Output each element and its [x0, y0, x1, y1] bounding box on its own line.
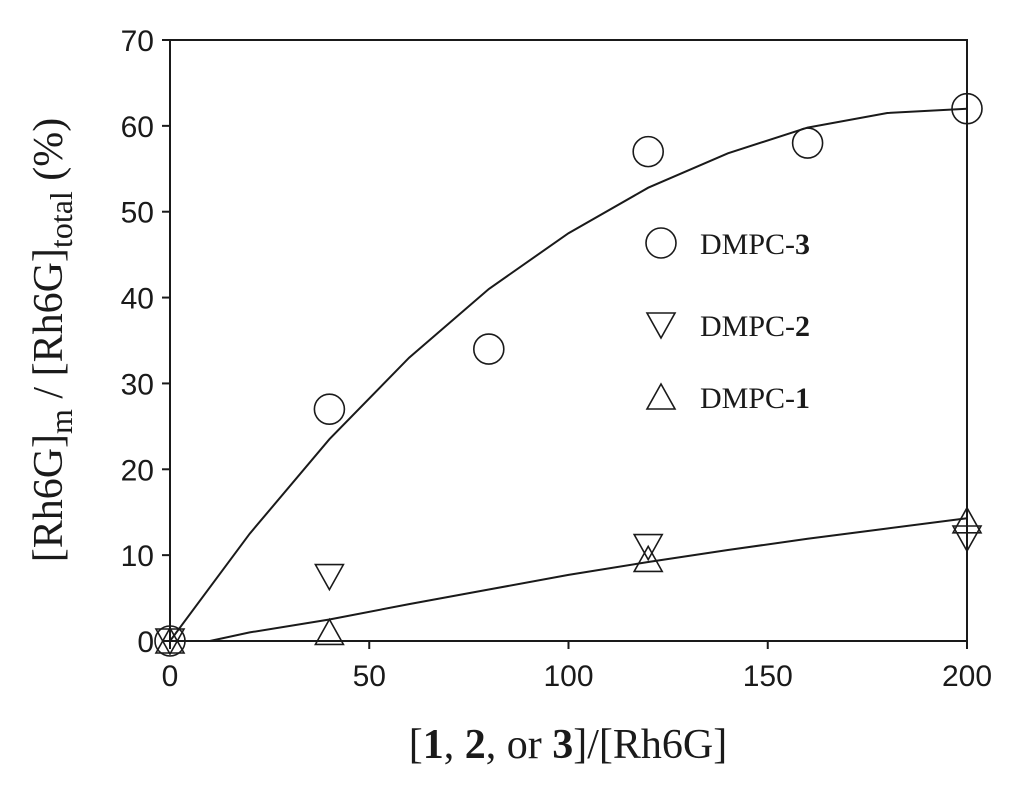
x-tick-label: 150	[743, 660, 793, 693]
y-tick-label: 50	[121, 197, 154, 230]
data-point-dmpc-3	[791, 127, 824, 159]
legend-label-dmpc-2: DMPC-2	[700, 310, 810, 343]
data-point-dmpc-3	[951, 92, 983, 125]
fit-curve	[169, 107, 968, 642]
x-tick-label: 100	[543, 660, 593, 693]
data-point-dmpc-2	[314, 563, 345, 592]
data-point-dmpc-3	[632, 135, 665, 168]
data-point-dmpc-2	[632, 533, 664, 562]
y-tick-label: 10	[121, 540, 154, 573]
data-point-dmpc-3	[154, 625, 186, 657]
fit-curves	[169, 107, 968, 642]
x-axis-label: [1, 2, or 3]/[Rh6G]	[409, 722, 727, 768]
legend-marker-dmpc-2	[645, 312, 677, 340]
y-tick-label: 60	[121, 111, 154, 144]
y-tick-label: 30	[121, 368, 154, 401]
data-point-dmpc-3	[313, 393, 346, 425]
y-tick-label: 40	[121, 283, 154, 316]
data-point-dmpc-2	[951, 525, 983, 553]
y-tick-label: 70	[121, 25, 154, 58]
data-point-dmpc-1	[951, 506, 983, 534]
data-point-dmpc-3	[472, 333, 505, 365]
legend: DMPC-3 DMPC-2 DMPC-1	[645, 227, 810, 415]
data-markers	[154, 92, 983, 657]
x-tick-label: 50	[353, 660, 386, 693]
legend-marker-dmpc-3	[645, 227, 677, 259]
legend-marker-dmpc-1	[645, 382, 677, 410]
legend-label-dmpc-1: DMPC-1	[700, 382, 810, 415]
plot-frame	[169, 39, 968, 642]
data-point-dmpc-1	[314, 617, 345, 646]
y-axis: 0 10 20 30 40 50 60 70	[121, 25, 170, 659]
data-point-dmpc-1	[632, 544, 664, 573]
y-tick-label: 0	[137, 626, 154, 659]
y-axis-label: [Rh6G]m / [Rh6G]total (%)	[26, 118, 79, 563]
x-tick-label: 200	[942, 660, 992, 693]
data-point-dmpc-1	[154, 626, 186, 654]
fit-curve	[209, 517, 968, 642]
x-tick-label: 0	[162, 660, 179, 693]
x-axis: 0 50 100 150 200	[162, 641, 992, 693]
legend-label-dmpc-3: DMPC-3	[700, 228, 810, 261]
y-tick-label: 20	[121, 454, 154, 487]
